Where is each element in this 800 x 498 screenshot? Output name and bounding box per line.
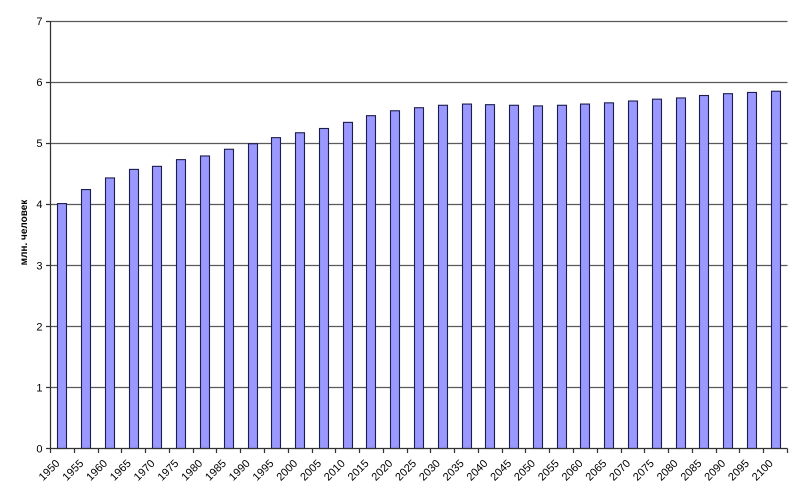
- svg-text:5: 5: [36, 138, 42, 150]
- svg-text:0: 0: [36, 444, 42, 456]
- svg-text:3: 3: [36, 260, 42, 272]
- svg-text:7: 7: [36, 16, 42, 28]
- svg-text:млн. человек: млн. человек: [19, 199, 30, 266]
- svg-text:1: 1: [36, 382, 42, 394]
- svg-text:2: 2: [36, 321, 42, 333]
- svg-text:6: 6: [36, 77, 42, 89]
- svg-text:4: 4: [36, 199, 42, 211]
